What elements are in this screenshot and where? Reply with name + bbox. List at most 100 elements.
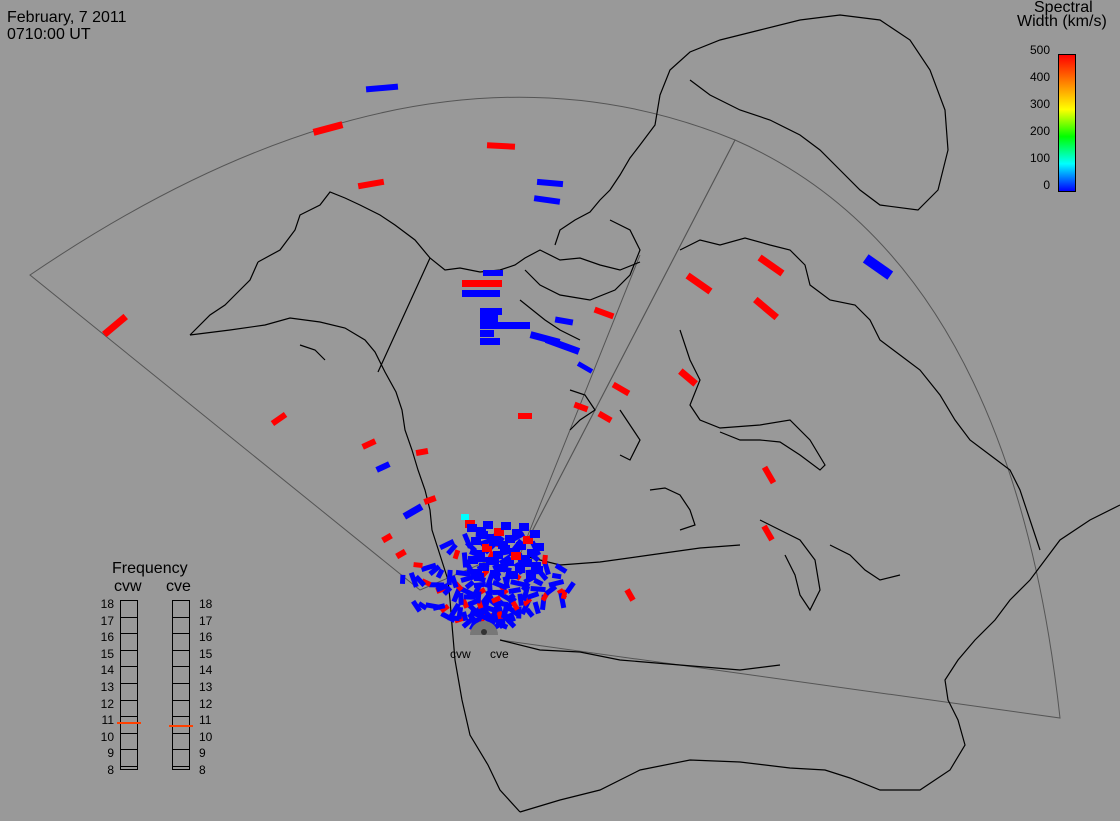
echo-cells: [102, 83, 894, 632]
frequency-scale-label-east: 8: [199, 763, 206, 777]
echo-cell: [270, 411, 288, 427]
echo-cell: [423, 495, 437, 505]
echo-cell: [415, 448, 429, 456]
colorbar-title-line1: Spectral: [1034, 0, 1093, 16]
frequency-grid-line: [173, 732, 189, 734]
colorbar-tick-label: 400: [1029, 70, 1050, 84]
echo-cell: [479, 563, 489, 571]
fov-cve-outline: [499, 139, 1061, 719]
echo-cell: [564, 581, 576, 594]
echo-cell: [544, 584, 558, 596]
echo-cell: [428, 564, 441, 576]
echo-cell: [611, 381, 631, 397]
frequency-scale-label-east: 11: [199, 713, 212, 728]
echo-cell: [521, 585, 531, 602]
echo-cell: [470, 583, 483, 599]
echo-cell: [497, 564, 507, 572]
echo-cell: [480, 330, 494, 337]
radar-label-east: cve: [490, 647, 509, 661]
echo-cell: [862, 254, 894, 280]
echo-cell: [361, 438, 377, 450]
echo-cell: [442, 586, 453, 596]
frequency-col-east: cve: [166, 578, 191, 595]
frequency-grid-line: [173, 766, 189, 767]
echo-cell: [551, 572, 562, 580]
echo-cell: [533, 566, 543, 574]
echo-cell: [421, 578, 432, 587]
echo-cell: [506, 604, 522, 618]
frequency-scale-label-west: 11: [101, 713, 114, 728]
echo-cell: [439, 538, 455, 551]
frequency-marker: [117, 721, 141, 724]
echo-cell: [413, 562, 423, 568]
frequency-scale-label-east: 18: [199, 597, 213, 611]
echo-cell: [492, 589, 505, 596]
echo-cell: [526, 591, 540, 600]
radar-label-west: cvw: [450, 647, 471, 661]
frequency-marker: [169, 725, 193, 728]
echo-cell: [467, 598, 478, 607]
echo-cell: [548, 579, 565, 588]
echo-cell: [464, 579, 475, 590]
echo-cell: [411, 599, 422, 613]
frequency-grid-line: [121, 616, 137, 618]
echo-cell: [508, 587, 522, 595]
echo-cell: [511, 552, 521, 560]
echo-cell: [533, 195, 561, 205]
echo-cell: [480, 338, 500, 345]
echo-cell: [544, 336, 581, 355]
echo-cell: [533, 577, 544, 587]
echo-cell: [573, 401, 589, 413]
echo-cell: [492, 580, 508, 591]
echo-cell: [522, 559, 532, 567]
colorbar-title-line2: Width (km/s): [1017, 13, 1107, 30]
echo-cell: [420, 562, 437, 572]
echo-cell: [505, 592, 516, 602]
frequency-scale-label-east: 15: [199, 646, 213, 661]
colorbar-tick-label: 100: [1029, 151, 1050, 165]
frequency-grid-line: [121, 633, 137, 635]
frequency-grid-line: [121, 683, 137, 684]
echo-cell: [510, 600, 520, 611]
colorbar: [1058, 54, 1076, 192]
frequency-scale-label-west: 13: [100, 680, 114, 694]
echo-cell: [495, 618, 506, 625]
frequency-scale-label-west: 18: [100, 597, 114, 611]
echo-cell: [523, 536, 533, 544]
echo-cell: [512, 529, 522, 537]
echo-cell: [402, 503, 424, 520]
echo-cell: [448, 602, 461, 619]
frequency-grid-line: [173, 633, 189, 635]
echo-cell: [536, 178, 564, 188]
echo-cell: [460, 574, 474, 583]
echo-cell: [485, 589, 494, 600]
echo-cell: [435, 568, 445, 579]
echo-cell: [500, 545, 510, 553]
frequency-scale-label-east: 16: [199, 630, 213, 645]
frequency-grid-line: [173, 616, 189, 618]
frequency-scale-label-west: 9: [107, 746, 114, 761]
frequency-grid-line: [121, 732, 137, 734]
frequency-scale-label-west: 14: [100, 663, 114, 678]
echo-cell: [516, 542, 526, 550]
echo-cell: [357, 178, 385, 190]
echo-cell: [597, 410, 613, 424]
echo-cell: [504, 558, 514, 566]
frequency-grid-line: [173, 699, 189, 701]
echo-cell: [524, 607, 535, 618]
frequency-grid-line: [173, 649, 189, 651]
echo-cell: [365, 83, 399, 93]
echo-cell: [489, 538, 499, 546]
echo-cell: [493, 551, 503, 559]
frequency-grid-line: [121, 649, 137, 651]
echo-cell: [471, 537, 481, 545]
echo-cell: [381, 532, 393, 544]
echo-cell: [456, 606, 464, 620]
frequency-grid-line: [121, 666, 137, 668]
frequency-grid-line: [121, 749, 137, 751]
frequency-scale-label-east: 14: [199, 663, 213, 678]
coastlines: [189, 14, 1120, 813]
echo-cell: [461, 552, 469, 568]
